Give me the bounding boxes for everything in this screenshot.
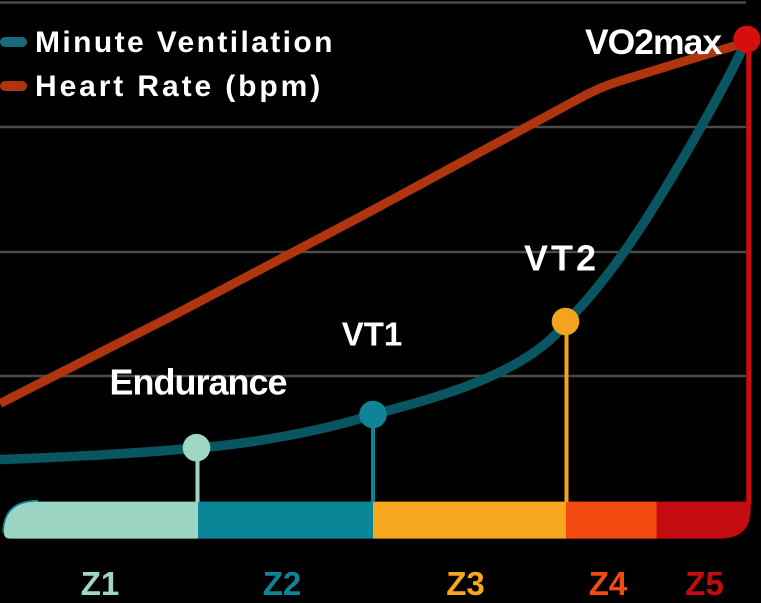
svg-text:VT2: VT2 — [524, 238, 599, 279]
svg-text:Heart Rate (bpm): Heart Rate (bpm) — [35, 70, 323, 103]
svg-text:Z1: Z1 — [81, 565, 120, 602]
svg-text:Z2: Z2 — [263, 565, 302, 602]
svg-text:Z3: Z3 — [446, 565, 485, 602]
svg-text:VT1: VT1 — [342, 315, 403, 352]
svg-text:Z4: Z4 — [589, 565, 628, 602]
svg-text:Z5: Z5 — [685, 565, 724, 602]
svg-text:Endurance: Endurance — [110, 362, 287, 403]
svg-text:Minute Ventilation: Minute Ventilation — [35, 26, 335, 59]
svg-text:VO2max: VO2max — [585, 22, 722, 62]
